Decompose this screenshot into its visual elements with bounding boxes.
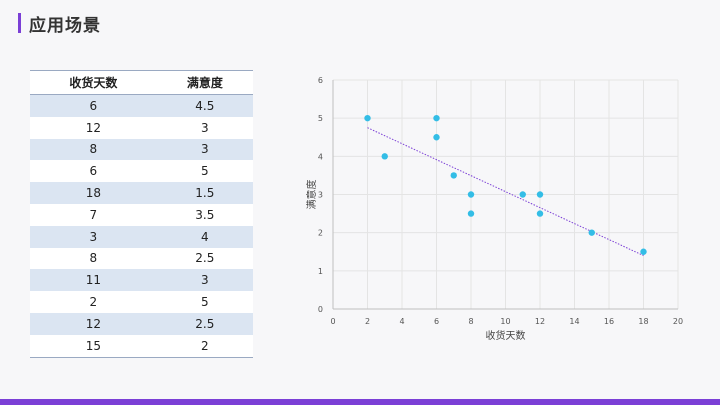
data-point (588, 229, 595, 236)
section-header: 应用场景 (18, 12, 101, 36)
cell-satisfaction: 4 (156, 225, 253, 248)
cell-satisfaction: 3 (156, 138, 253, 161)
footer-accent-bar (0, 399, 720, 405)
cell-satisfaction: 2.5 (156, 312, 253, 335)
data-point (364, 114, 371, 122)
x-tick-label: 20 (673, 317, 683, 326)
x-tick-label: 10 (500, 317, 510, 326)
x-tick-label: 16 (604, 317, 614, 326)
page-title: 应用场景 (29, 15, 101, 36)
cell-satisfaction: 3 (156, 116, 253, 139)
data-point (536, 210, 544, 217)
cell-days: 2 (30, 291, 157, 313)
data-table: 收货天数 满意度 6 4.5 12 3 8 3 6 5 18 1.5 7 3.5 3 4 8 2.5 11 3 2 5… (30, 70, 253, 358)
cell-days: 11 (30, 269, 157, 292)
data-point (467, 191, 475, 198)
cell-satisfaction: 2.5 (156, 247, 253, 270)
cell-satisfaction: 1.5 (156, 182, 253, 204)
data-point (640, 248, 647, 255)
x-tick-label: 14 (569, 317, 579, 326)
trendline (367, 127, 644, 257)
x-axis-title: 收货天数 (486, 329, 526, 342)
column-header-days: 收货天数 (30, 70, 157, 95)
cell-days: 8 (30, 247, 157, 270)
data-point (536, 191, 544, 198)
table-row: 12 3 (30, 116, 253, 139)
cell-days: 6 (30, 94, 157, 117)
table-header-row: 收货天数 满意度 (30, 70, 253, 95)
table-row: 6 4.5 (30, 94, 253, 117)
data-point (433, 114, 440, 122)
table-row: 11 3 (30, 269, 253, 292)
y-tick-label: 2 (318, 229, 323, 238)
cell-days: 3 (30, 225, 157, 248)
x-tick-label: 6 (434, 317, 439, 326)
cell-days: 7 (30, 203, 157, 226)
x-tick-label: 2 (365, 317, 370, 326)
y-tick-label: 3 (318, 191, 323, 200)
data-point (433, 134, 440, 141)
cell-days: 18 (30, 182, 157, 204)
table-row: 18 1.5 (30, 182, 253, 204)
cell-days: 12 (30, 116, 157, 139)
cell-days: 12 (30, 312, 157, 335)
cell-satisfaction: 2 (156, 334, 253, 358)
cell-satisfaction: 5 (156, 291, 253, 313)
y-axis-title: 满意度 (305, 180, 318, 210)
x-tick-label: 12 (535, 317, 545, 326)
table-row: 12 2.5 (30, 312, 253, 335)
x-tick-label: 18 (638, 317, 648, 326)
y-tick-label: 1 (318, 267, 323, 276)
cell-days: 15 (30, 334, 157, 358)
cell-satisfaction: 3.5 (156, 203, 253, 226)
data-point (450, 172, 457, 179)
y-tick-label: 4 (318, 152, 323, 161)
table-row: 15 2 (30, 334, 253, 358)
y-tick-label: 0 (318, 305, 323, 314)
cell-satisfaction: 5 (156, 160, 253, 183)
cell-days: 8 (30, 138, 157, 161)
y-tick-label: 5 (318, 114, 323, 123)
x-tick-label: 4 (399, 317, 404, 326)
table-row: 8 2.5 (30, 247, 253, 270)
column-header-satisfaction: 满意度 (156, 70, 253, 95)
table-row: 7 3.5 (30, 203, 253, 226)
cell-satisfaction: 4.5 (156, 94, 253, 117)
data-point (519, 191, 526, 198)
x-tick-label: 0 (330, 317, 335, 326)
data-point (467, 210, 475, 217)
cell-satisfaction: 3 (156, 269, 253, 292)
data-point (381, 153, 388, 160)
x-tick-label: 8 (468, 317, 473, 326)
title-accent-bar (18, 13, 21, 33)
y-tick-label: 6 (318, 76, 323, 85)
cell-days: 6 (30, 160, 157, 183)
